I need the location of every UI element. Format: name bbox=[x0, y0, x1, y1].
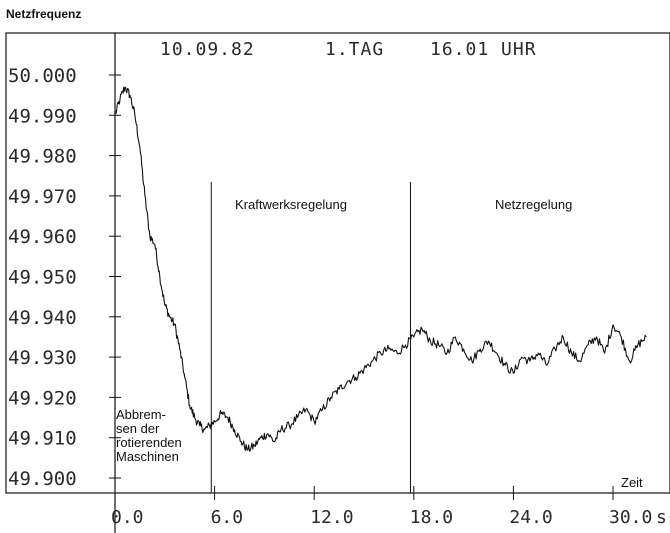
x-tick-label: 12.0 bbox=[310, 507, 353, 528]
y-tick-label: 49.920 bbox=[8, 387, 77, 409]
plot-frame bbox=[5, 32, 670, 494]
phase1-label-line3: rotierenden bbox=[116, 435, 182, 450]
x-tick-label: 0.0 bbox=[111, 507, 144, 528]
y-tick-label: 49.930 bbox=[8, 347, 77, 369]
y-tick-label: 49.910 bbox=[8, 428, 77, 450]
phase1-label-line2: sen der bbox=[116, 421, 160, 436]
y-tick-label: 49.980 bbox=[8, 146, 77, 168]
y-tick-label: 49.900 bbox=[8, 468, 77, 490]
y-tick-label: 49.960 bbox=[8, 226, 77, 248]
phase3-label: Netzregelung bbox=[495, 197, 572, 212]
frequency-series-line bbox=[114, 86, 647, 452]
x-tick-label: 24.0 bbox=[509, 507, 552, 528]
y-tick-group: 50.000 49.990 49.980 49.970 49.960 49.950 49.9… bbox=[8, 65, 121, 490]
y-tick-label: 49.950 bbox=[8, 267, 77, 289]
x-unit-label: s bbox=[656, 507, 667, 528]
x-tick-label: 30.0 bbox=[609, 507, 652, 528]
x-axis-label: Zeit bbox=[621, 475, 643, 490]
y-tick-label: 49.990 bbox=[8, 105, 77, 127]
x-tick-group: 0.0 6.0 12.0 18.0 24.0 30.0 bbox=[111, 486, 652, 528]
x-tick-label: 18.0 bbox=[410, 507, 453, 528]
y-tick-label: 49.970 bbox=[8, 186, 77, 208]
y-axis-label: Netzfrequenz bbox=[6, 7, 81, 21]
x-tick-label: 6.0 bbox=[211, 507, 244, 528]
phase1-label-line4: Maschinen bbox=[116, 449, 179, 464]
y-tick-label: 50.000 bbox=[8, 65, 77, 87]
phase2-label: Kraftwerksregelung bbox=[235, 197, 347, 212]
header-day: 1.TAG bbox=[325, 39, 384, 60]
header-date: 10.09.82 bbox=[160, 39, 255, 60]
y-tick-label: 49.940 bbox=[8, 307, 77, 329]
header-time: 16.01 UHR bbox=[430, 39, 537, 60]
phase-divider-group bbox=[210, 182, 411, 493]
phase1-label-line1: Abbrem- bbox=[116, 407, 166, 422]
